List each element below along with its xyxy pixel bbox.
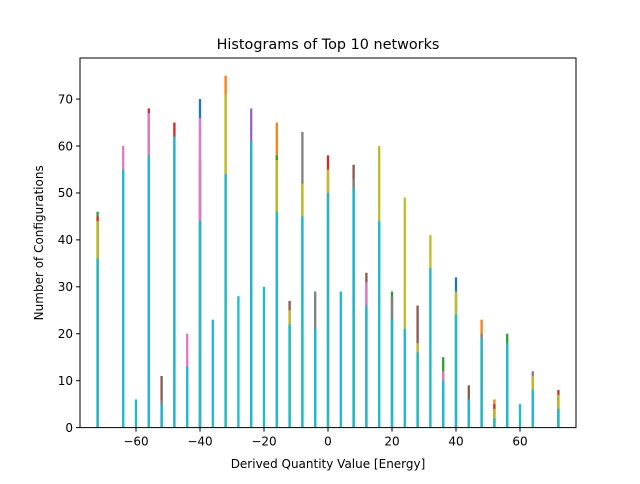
histogram-bar-series-10 (378, 221, 381, 428)
y-axis-label: Number of Configurations (32, 165, 46, 320)
histogram-bar-series-10 (352, 188, 355, 428)
y-tick-label: 0 (65, 421, 73, 435)
histogram-bar-series-10 (416, 352, 419, 428)
histogram-bar-series-10 (186, 366, 189, 428)
x-axis-label: Derived Quantity Value [Energy] (231, 457, 426, 471)
histogram-bar-series-10 (173, 136, 176, 428)
histogram-bar-series-10 (288, 324, 291, 428)
x-tick-label: 0 (324, 435, 332, 449)
x-axis: −60 −40 −20 0 20 40 60 (123, 427, 528, 449)
histogram-bar-series-10 (224, 174, 227, 428)
histogram-bar-series-10 (237, 296, 240, 428)
histogram-bar-series-10 (262, 286, 266, 428)
histogram-bar-series-10 (493, 418, 496, 428)
histogram-bar-series-10 (518, 404, 522, 428)
y-tick-label: 30 (58, 280, 73, 294)
x-tick-label: −60 (123, 435, 148, 449)
x-tick-label: −20 (251, 435, 276, 449)
y-tick-label: 70 (58, 92, 73, 106)
histogram-bar-series-10 (339, 291, 342, 428)
histogram-bar-series-10 (390, 319, 394, 428)
histogram-bar-series-10 (96, 258, 99, 428)
histogram-bar-series-10 (122, 169, 125, 428)
chart-title: Histograms of Top 10 networks (217, 37, 440, 53)
histogram-bar-series-10 (326, 192, 330, 428)
x-tick-label: −40 (187, 435, 212, 449)
histogram-bar-series-10 (365, 305, 368, 428)
histogram-bar-series-10 (198, 221, 202, 428)
histogram-bar-series-10 (301, 216, 304, 428)
y-tick-label: 50 (58, 186, 73, 200)
histogram-bar-series-10 (403, 329, 406, 428)
x-tick-label: 40 (448, 435, 463, 449)
histogram-bar-series-10 (467, 399, 470, 428)
y-tick-label: 10 (58, 374, 73, 388)
x-tick-label: 20 (384, 435, 399, 449)
histogram-bar-series-10 (557, 408, 560, 428)
y-tick-label: 60 (58, 139, 73, 153)
histogram-bar-series-10 (531, 390, 534, 428)
y-tick-label: 40 (58, 233, 73, 247)
histogram-bar-series-10 (211, 319, 214, 428)
y-axis: 0 10 20 30 40 50 60 70 (58, 92, 80, 435)
histogram-bar-series-10 (442, 380, 445, 428)
histogram-bar-series-10 (480, 338, 483, 428)
histogram-bar-series-10 (147, 155, 150, 428)
histogram-bar-series-10 (314, 329, 317, 428)
histogram-bar-series-10 (506, 343, 509, 428)
x-tick-label: 60 (512, 435, 527, 449)
histogram-bar-series-9 (403, 197, 406, 428)
histogram-bar-series-10 (275, 211, 278, 428)
histogram-bar-series-10 (454, 314, 458, 428)
histogram-bar-series-10 (250, 141, 253, 428)
histogram-bar-series-10 (134, 399, 138, 428)
histogram-bar-series-10 (160, 404, 163, 428)
histogram-bar-series-10 (429, 268, 432, 428)
y-tick-label: 20 (58, 327, 73, 341)
bar-group (96, 75, 560, 428)
